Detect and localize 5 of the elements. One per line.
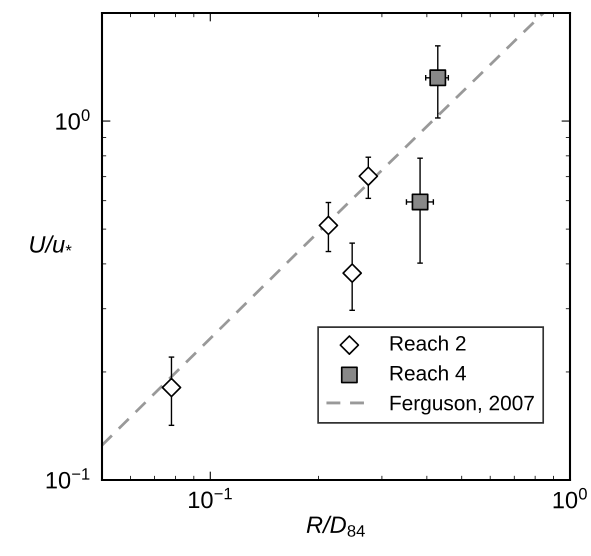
legend-label: Reach 4 [390,365,466,381]
y-axis-title: U/u$_{*}$ [30,235,72,253]
x-axis-title: R/D$_{84}$ [306,516,365,537]
legend-label: Reach 2 [390,335,466,351]
legend-label: Ferguson, 2007 [390,396,534,415]
